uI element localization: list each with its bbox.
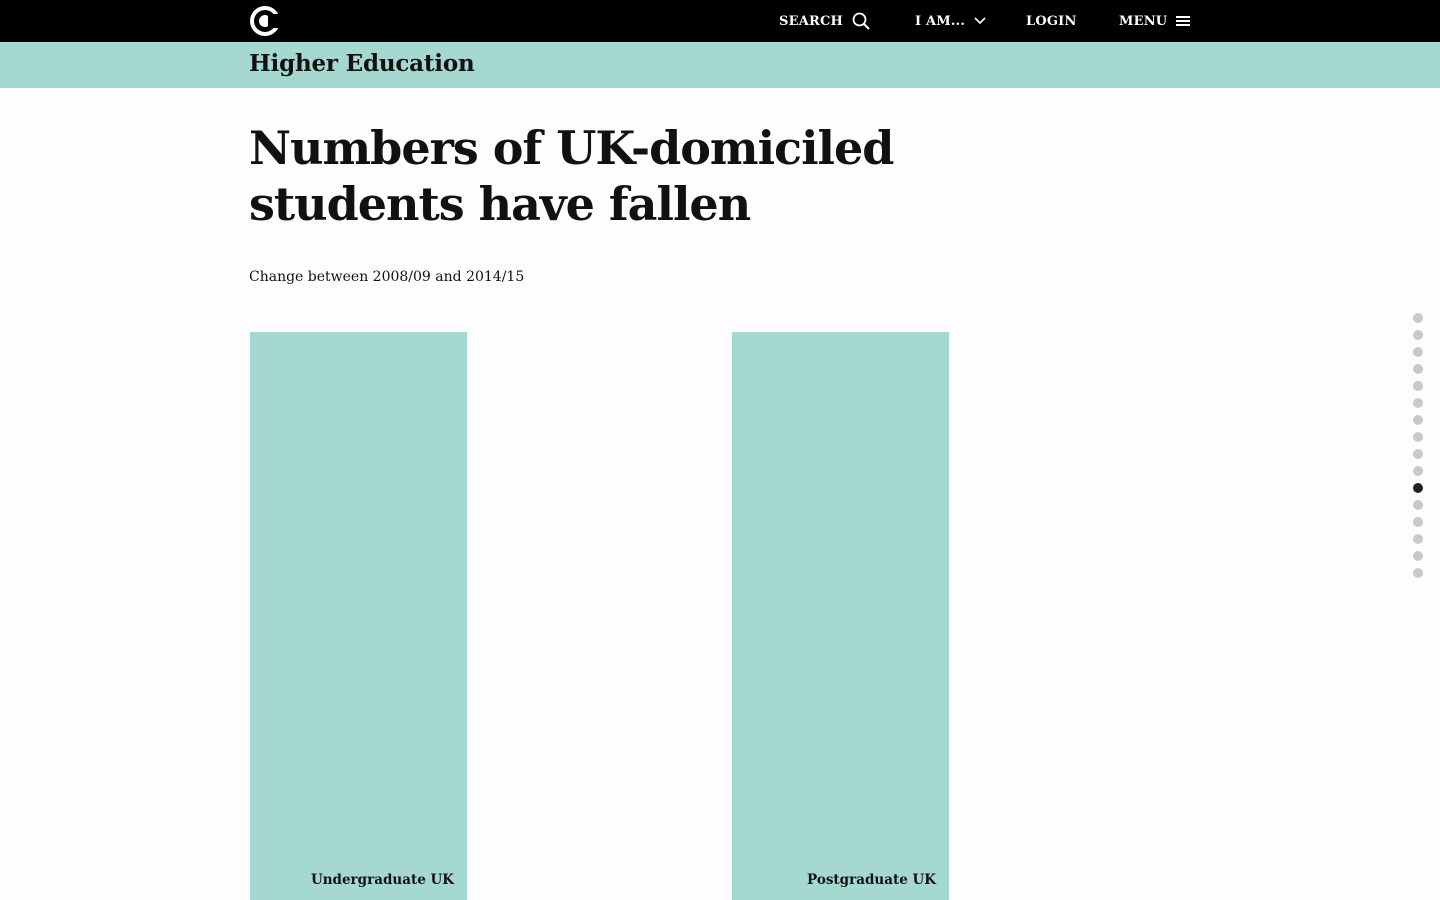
chevron-down-icon [974,17,986,25]
bar-1: Undergraduate UK [250,332,467,900]
search-label: SEARCH [779,13,844,29]
progress-dot[interactable] [1413,398,1423,408]
search-button[interactable]: SEARCH [779,0,870,42]
progress-dot-active[interactable] [1413,483,1423,493]
progress-dot[interactable] [1413,432,1423,442]
top-navigation-bar: SEARCH I AM... LOGIN MENU [0,0,1440,42]
progress-dot[interactable] [1413,534,1423,544]
bar-label: Postgraduate UK [807,872,936,888]
page-title: Numbers of UK-domiciled students have fa… [249,121,894,231]
chart-subtitle: Change between 2008/09 and 2014/15 [249,269,525,285]
progress-dot[interactable] [1413,381,1423,391]
hamburger-icon [1176,16,1191,26]
menu-button[interactable]: MENU [1119,0,1191,42]
i-am-dropdown[interactable]: I AM... [915,0,986,42]
progress-dot[interactable] [1413,313,1423,323]
menu-label: MENU [1119,13,1168,29]
section-title[interactable]: Higher Education [249,50,475,77]
progress-dot[interactable] [1413,517,1423,527]
bar-label: Undergraduate UK [310,872,454,888]
progress-dot[interactable] [1413,500,1423,510]
progress-dot[interactable] [1413,364,1423,374]
progress-dot[interactable] [1413,568,1423,578]
progress-dot[interactable] [1413,466,1423,476]
progress-dot[interactable] [1413,415,1423,425]
slide-progress-dots [1412,313,1424,585]
bar-2: Postgraduate UK [732,332,949,900]
progress-dot[interactable] [1413,330,1423,340]
c-logo-icon[interactable] [249,5,281,37]
progress-dot[interactable] [1413,449,1423,459]
login-label: LOGIN [1026,13,1077,29]
i-am-label: I AM... [915,13,966,29]
login-link[interactable]: LOGIN [1026,0,1077,42]
search-icon [852,12,870,30]
progress-dot[interactable] [1413,347,1423,357]
progress-dot[interactable] [1413,551,1423,561]
section-banner: Higher Education [0,42,1440,88]
